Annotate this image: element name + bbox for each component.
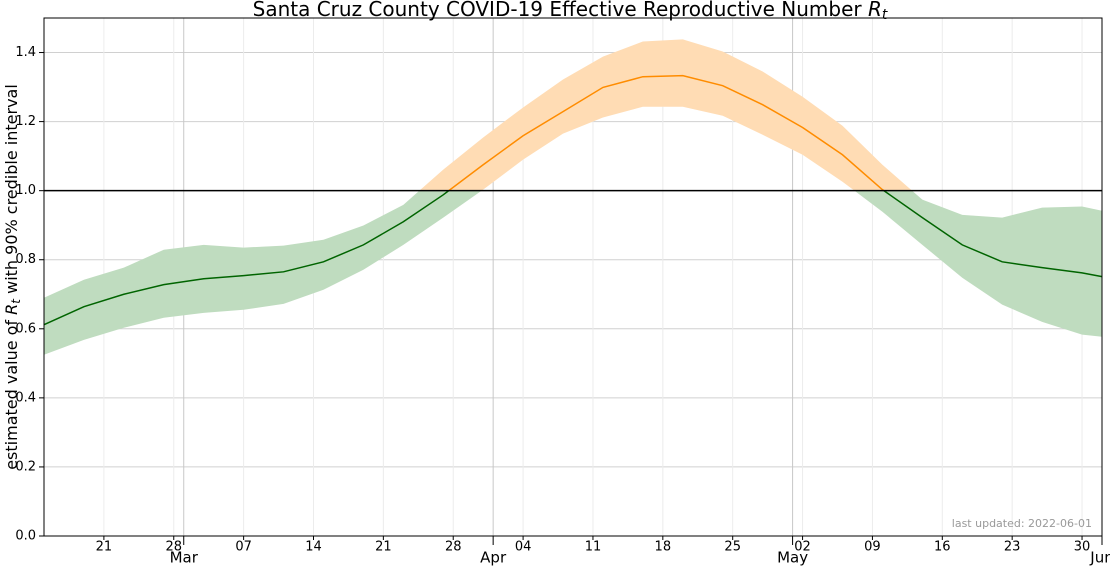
- title-subscript: t: [882, 7, 888, 23]
- title-symbol: R: [868, 0, 882, 21]
- y-tick-label: 0.6: [15, 321, 36, 336]
- x-tick-label: 23: [1004, 540, 1021, 555]
- x-tick-label-major: Mar: [170, 549, 199, 566]
- y-tick-label: 1.2: [15, 114, 36, 129]
- y-axis-label: estimated value of Rt with 90% credible …: [2, 84, 23, 470]
- x-tick-label: 21: [96, 540, 113, 555]
- y-tick-label: 0.8: [15, 252, 36, 267]
- x-tick-label-major: Apr: [480, 549, 507, 566]
- annotation: last updated: 2022-06-01: [952, 517, 1092, 530]
- x-tick-label-major: Jun: [1089, 549, 1110, 566]
- x-tick-label: 21: [375, 540, 392, 555]
- x-tick-label: 30: [1074, 540, 1091, 555]
- ylabel-subscript: t: [9, 298, 23, 304]
- rt-line: [43, 190, 1103, 326]
- ylabel-symbol: R: [2, 304, 21, 315]
- x-tick-label: 07: [235, 540, 252, 555]
- x-tick-label: 28: [165, 540, 182, 555]
- x-tick-label: 25: [724, 540, 741, 555]
- rt-line: [447, 74, 886, 191]
- x-tick-label: 18: [655, 540, 672, 555]
- plot-frame: [43, 17, 1103, 537]
- credible-band: [44, 190, 1102, 355]
- x-tick-label: 28: [445, 540, 462, 555]
- y-tick-label: 0.2: [15, 459, 36, 474]
- y-tick-label: 0.0: [15, 529, 36, 544]
- y-tick-label: 0.4: [15, 390, 36, 405]
- y-tick-label: 1.4: [15, 45, 36, 60]
- ylabel-text: with 90% credible interval: [2, 84, 21, 294]
- x-tick-label: 16: [934, 540, 951, 555]
- x-tick-label: 02: [794, 540, 811, 555]
- x-tick-label: 11: [585, 540, 602, 555]
- ylabel-text: estimated value of: [2, 320, 21, 470]
- x-tick-label: 04: [515, 540, 532, 555]
- x-tick-label: 14: [305, 540, 322, 555]
- y-tick-label: 1.0: [15, 183, 36, 198]
- x-tick-label: 09: [864, 540, 881, 555]
- title-text: Santa Cruz County COVID-19 Effective Rep…: [253, 0, 863, 21]
- x-tick-label-major: May: [777, 549, 808, 566]
- chart-title: Santa Cruz County COVID-19 Effective Rep…: [253, 0, 888, 23]
